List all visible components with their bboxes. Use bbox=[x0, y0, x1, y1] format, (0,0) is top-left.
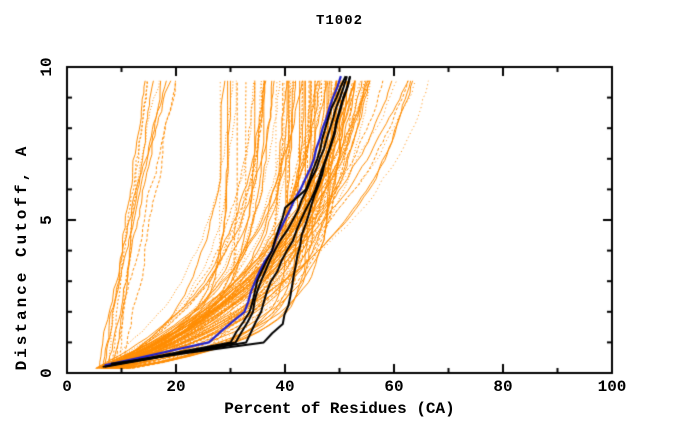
x-tick-label: 80 bbox=[493, 378, 513, 396]
y-tick-label: 0 bbox=[38, 368, 56, 378]
x-tick-label: 40 bbox=[275, 378, 295, 396]
y-tick-label: 10 bbox=[38, 57, 56, 77]
x-tick-label: 20 bbox=[166, 378, 186, 396]
chart-title: T1002 bbox=[315, 13, 363, 29]
x-tick-label: 60 bbox=[384, 378, 404, 396]
x-tick-label: 100 bbox=[597, 378, 627, 396]
y-axis-label: Distance Cutoff, A bbox=[13, 143, 31, 371]
x-axis-label: Percent of Residues (CA) bbox=[224, 400, 455, 418]
y-tick-label: 5 bbox=[38, 215, 56, 225]
x-tick-label: 0 bbox=[62, 378, 72, 396]
